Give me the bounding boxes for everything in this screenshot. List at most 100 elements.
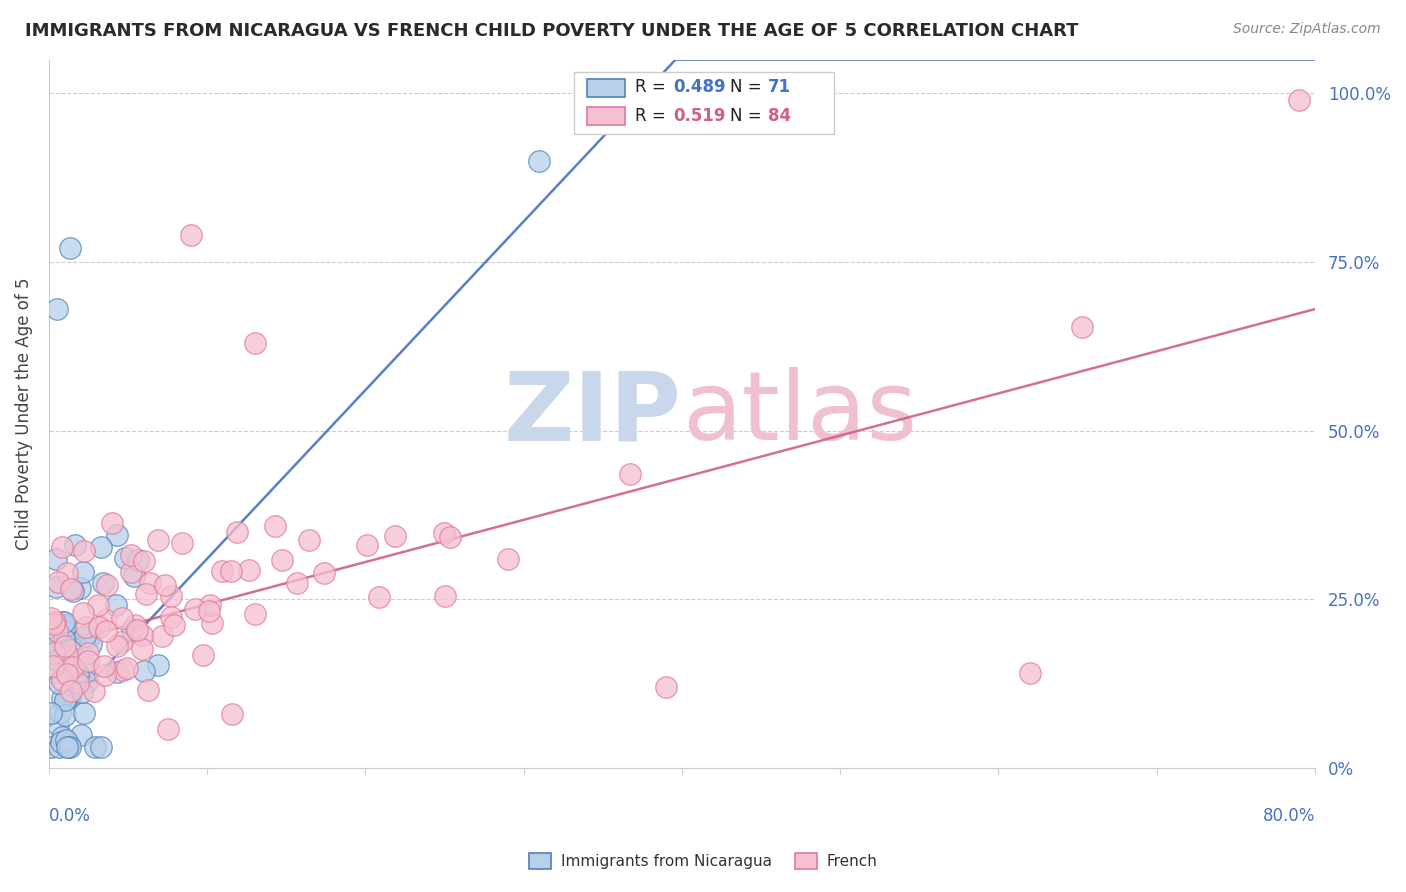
Point (124, 617, 146, 632)
Point (46, 718, 69, 732)
Point (58, 689, 80, 703)
Point (131, 642, 153, 657)
Point (63, 675, 86, 690)
Point (211, 564, 233, 578)
Point (51, 731, 73, 745)
Point (180, 227, 202, 242)
FancyBboxPatch shape (586, 107, 624, 126)
Point (87, 620, 110, 634)
Point (243, 335, 266, 350)
Point (55, 644, 77, 658)
Point (48, 706, 70, 720)
Point (44, 666, 66, 681)
Point (75, 620, 97, 634)
Point (55, 733, 77, 747)
Point (42, 646, 65, 660)
Text: 71: 71 (768, 78, 792, 95)
Point (42, 642, 65, 657)
Point (42, 616, 65, 631)
Point (53, 708, 76, 723)
Point (111, 663, 134, 677)
Point (271, 553, 294, 567)
Point (131, 627, 153, 641)
Point (110, 635, 132, 649)
Point (76, 674, 98, 689)
Point (53, 615, 76, 630)
Point (66, 676, 89, 690)
Point (70, 685, 93, 699)
Point (69, 582, 91, 596)
Point (111, 611, 134, 625)
Point (101, 516, 124, 531)
Text: 80.0%: 80.0% (1263, 806, 1315, 824)
Point (83, 684, 105, 698)
Point (121, 623, 143, 637)
Point (52, 622, 75, 636)
Point (62, 659, 84, 673)
Point (48, 740, 70, 755)
Point (155, 578, 177, 592)
Point (56, 648, 79, 663)
Point (124, 569, 146, 583)
Point (72, 606, 94, 620)
Point (58, 242, 80, 256)
Point (51, 735, 73, 749)
Point (238, 563, 260, 577)
Point (529, 153, 551, 168)
Point (60, 663, 83, 677)
Point (200, 598, 222, 612)
Text: N =: N = (730, 106, 766, 125)
Point (39, 635, 62, 649)
Point (433, 589, 456, 603)
Point (44, 615, 66, 630)
Point (41, 641, 63, 656)
Point (59, 690, 82, 705)
Point (63, 538, 86, 552)
Point (221, 706, 243, 721)
Point (285, 575, 308, 590)
Point (105, 665, 128, 680)
Point (73, 706, 96, 720)
Point (90, 540, 112, 554)
Text: atlas: atlas (682, 368, 917, 460)
Point (39, 740, 62, 755)
Point (79, 637, 101, 651)
Point (39, 642, 62, 657)
Point (53, 693, 76, 707)
Text: Source: ZipAtlas.com: Source: ZipAtlas.com (1233, 22, 1381, 37)
Point (163, 618, 186, 632)
Point (51, 615, 73, 629)
Point (433, 526, 456, 541)
Text: 0.489: 0.489 (673, 78, 725, 95)
Point (45, 580, 67, 594)
Point (39, 611, 62, 625)
Point (117, 661, 139, 675)
Point (45, 624, 67, 639)
Point (201, 616, 224, 631)
Text: 0.519: 0.519 (673, 106, 725, 125)
FancyBboxPatch shape (586, 78, 624, 97)
Point (96, 613, 118, 627)
Point (45, 652, 67, 666)
Point (72, 565, 94, 579)
Point (312, 566, 335, 581)
Point (184, 602, 207, 616)
Point (90, 740, 112, 755)
Point (51, 691, 73, 706)
Point (56, 667, 79, 681)
Point (70, 728, 93, 742)
Point (136, 683, 159, 698)
Point (84, 740, 107, 755)
Point (105, 598, 128, 612)
Y-axis label: Child Poverty Under the Age of 5: Child Poverty Under the Age of 5 (15, 277, 32, 549)
Point (59, 739, 82, 754)
Point (51, 540, 73, 554)
Point (94, 668, 117, 682)
Point (46, 643, 69, 657)
Point (1071, 320, 1094, 334)
Point (114, 551, 136, 566)
Point (42, 658, 65, 673)
Point (619, 467, 641, 481)
Point (44, 551, 66, 566)
Point (120, 548, 142, 562)
